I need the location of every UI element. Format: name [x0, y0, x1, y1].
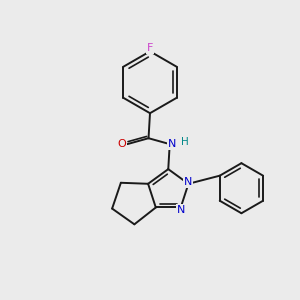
Text: H: H — [181, 137, 188, 147]
Text: O: O — [118, 139, 126, 148]
Text: F: F — [147, 43, 153, 53]
Text: N: N — [168, 139, 176, 149]
Text: N: N — [176, 205, 185, 214]
Text: N: N — [184, 177, 193, 187]
